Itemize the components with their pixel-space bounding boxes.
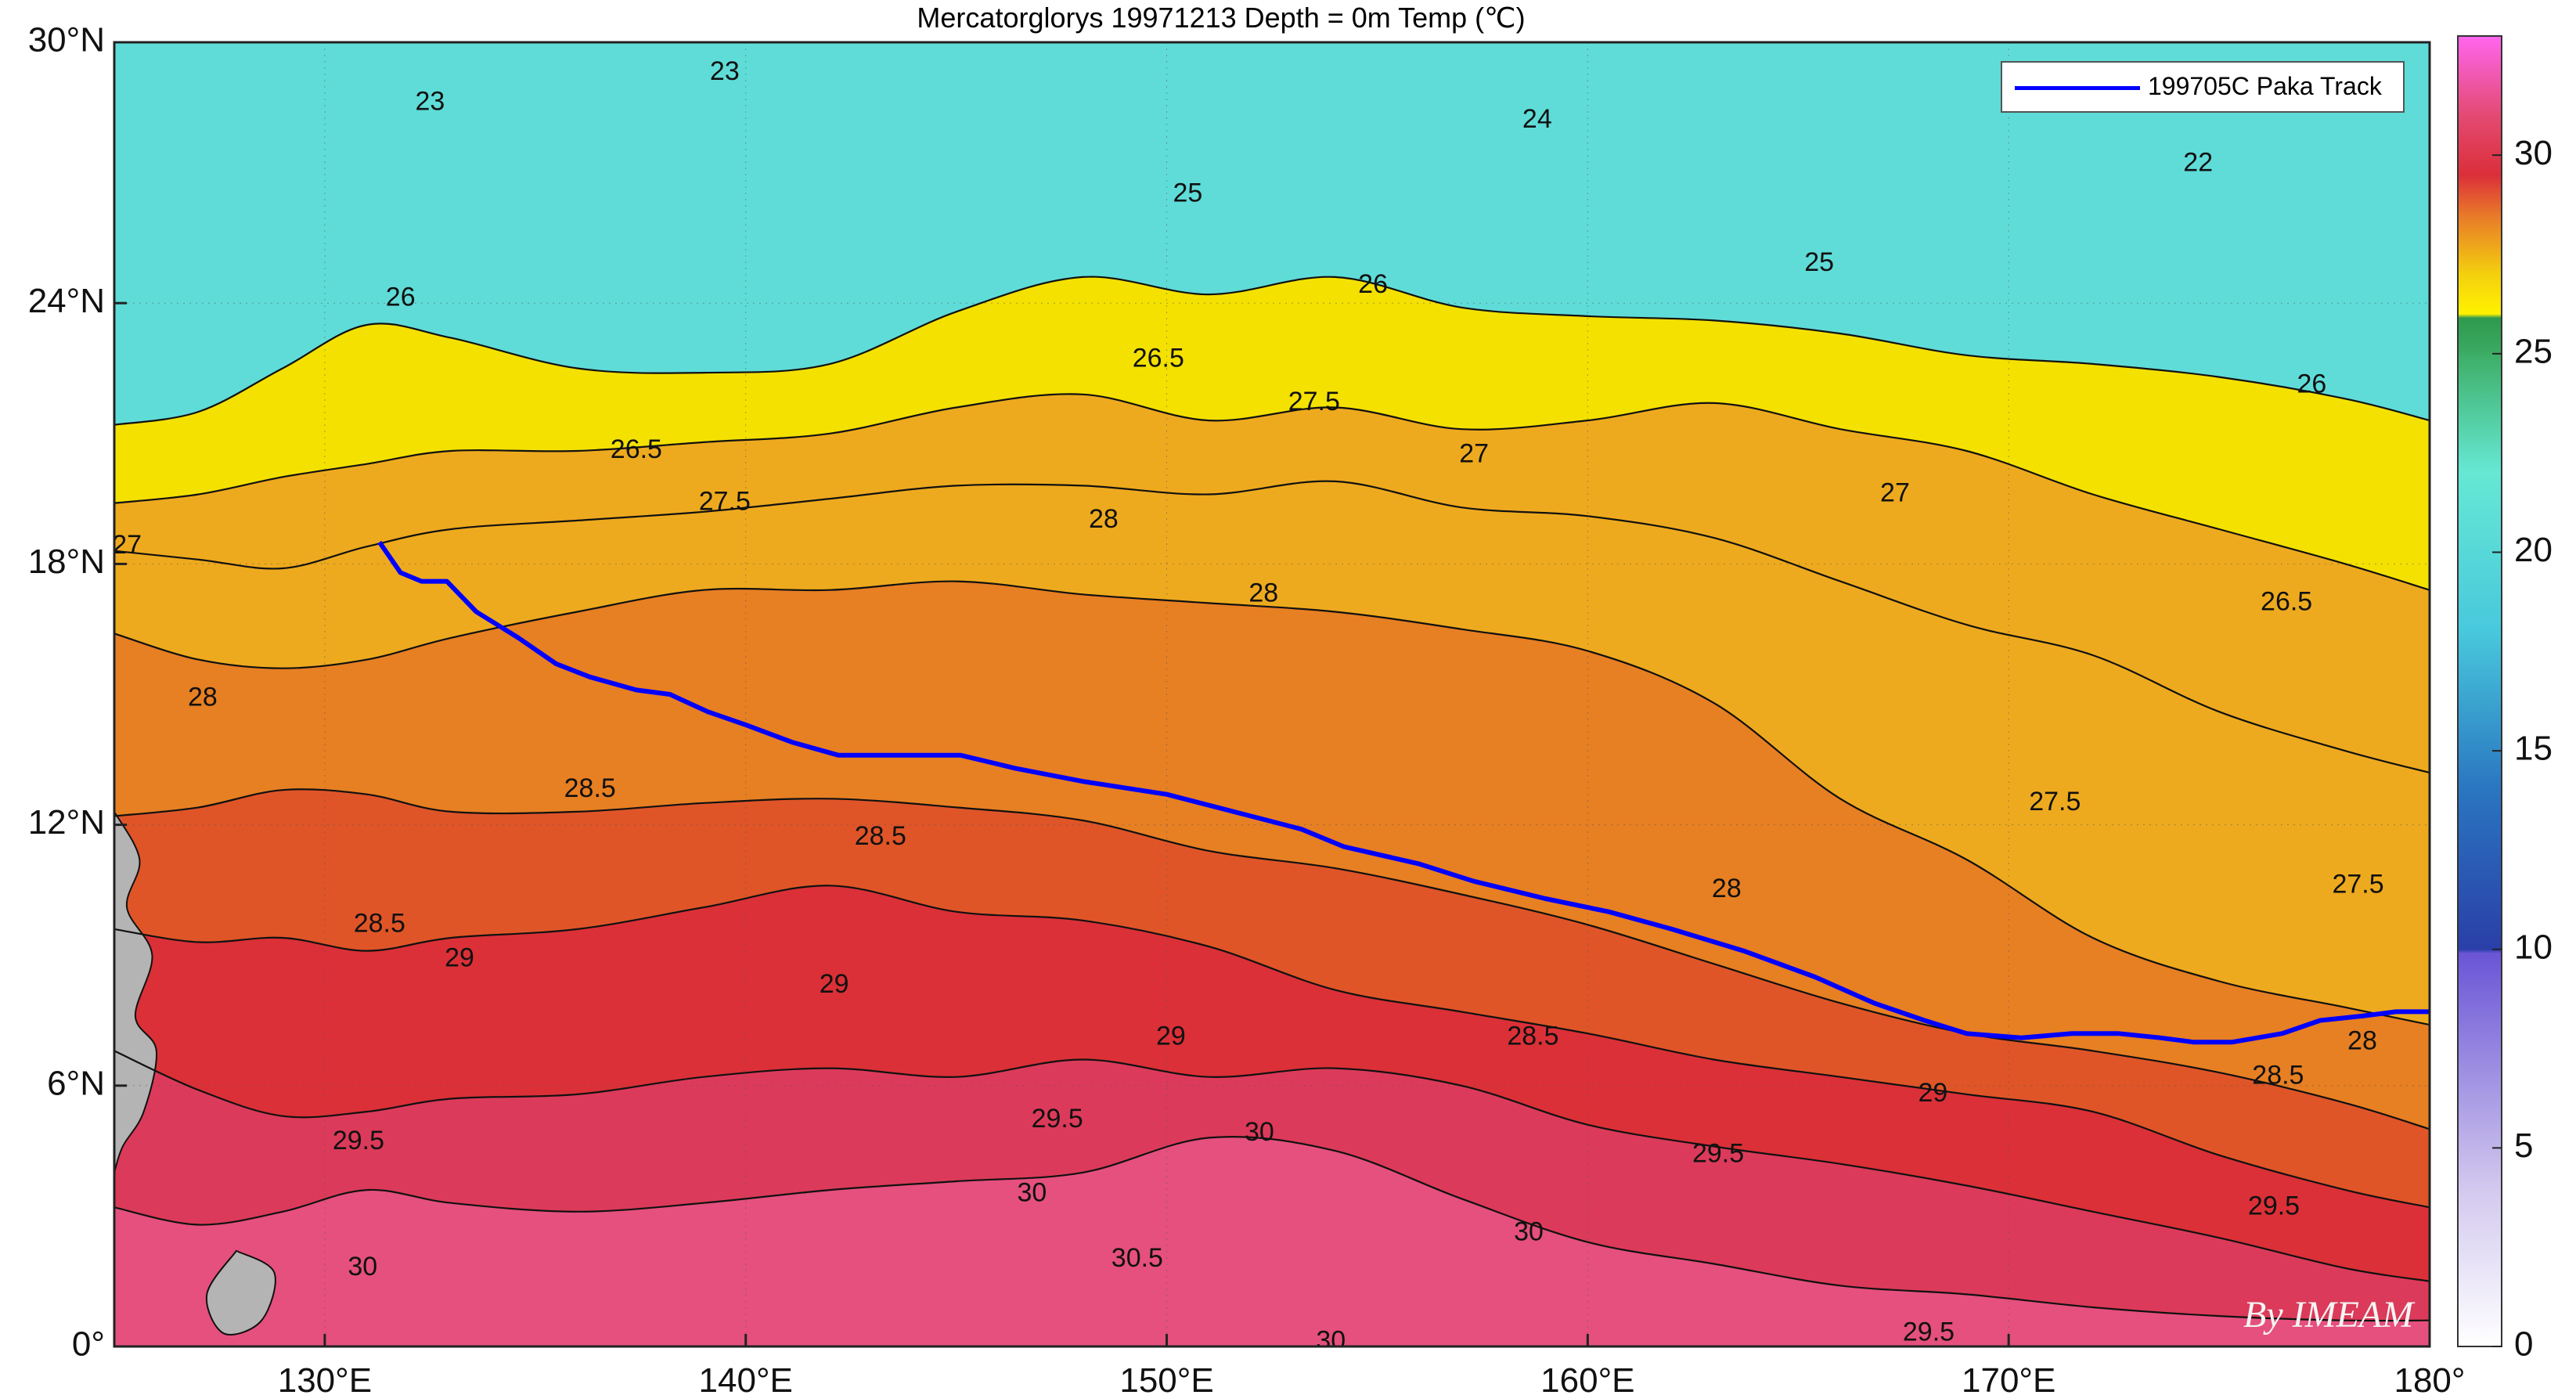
- isotherm-30: [114, 1136, 2430, 1322]
- colorbar-tick-label: 5: [2514, 1126, 2533, 1165]
- contour-label: 28: [2347, 1026, 2377, 1055]
- colorbar-tick-label: 30: [2514, 134, 2553, 172]
- isotherm-29.5: [114, 1050, 2430, 1282]
- y-tick-label: 12°N: [28, 803, 105, 842]
- contour-label: 27: [1880, 478, 1910, 508]
- contour-label: 28.5: [564, 773, 616, 803]
- colorbar-gradient: [2457, 35, 2502, 1347]
- contour-label: 29.5: [1692, 1139, 1744, 1169]
- contour-label: 22: [2183, 147, 2213, 177]
- contour-label: 30: [348, 1252, 377, 1281]
- colorbar-tick-label: 15: [2514, 730, 2553, 768]
- contour-label: 28: [188, 683, 218, 712]
- isotherm-27: [114, 393, 2430, 591]
- x-axis-ticks: 130°E 140°E 150°E 160°E 170°E 180°: [278, 1334, 2466, 1395]
- contour-label: 29.5: [1032, 1104, 1083, 1134]
- contour-label: 23: [415, 87, 445, 117]
- contour-label: 28: [1089, 504, 1119, 534]
- land-mass-west: [114, 810, 157, 1173]
- y-tick-label: 6°N: [47, 1064, 105, 1102]
- contour-label: 26: [386, 283, 416, 312]
- colorbar-tick-label: 0: [2514, 1325, 2533, 1364]
- isotherm-lines: [114, 276, 2430, 1322]
- legend: 199705C Paka Track: [2001, 61, 2405, 113]
- y-tick-label: 18°N: [28, 542, 105, 581]
- legend-line-swatch: [2015, 86, 2140, 90]
- contour-label: 26.5: [611, 434, 662, 464]
- watermark-text: By IMEAM: [2243, 1294, 2414, 1336]
- contour-label: 29: [445, 943, 474, 973]
- contour-label: 27.5: [2332, 869, 2383, 899]
- land-mass: [114, 810, 276, 1336]
- colorbar-ticks: 0 5 10 15 20 25 30: [2492, 134, 2553, 1364]
- contour-label: 26.5: [1133, 343, 1184, 373]
- contour-label: 26.5: [2261, 586, 2312, 616]
- colorbar-tick-label: 10: [2514, 928, 2553, 966]
- contour-label: 29: [1918, 1078, 1947, 1108]
- x-tick-label: 130°E: [278, 1361, 372, 1395]
- isotherm-28.5: [114, 788, 2430, 1130]
- contour-label: 30: [1245, 1117, 1274, 1147]
- x-tick-label: 160°E: [1540, 1361, 1634, 1395]
- isotherm-27.5: [114, 480, 2430, 774]
- x-tick-label: 180°: [2394, 1361, 2465, 1395]
- x-tick-label: 140°E: [699, 1361, 793, 1395]
- y-tick-label: 24°N: [28, 282, 105, 320]
- contour-label: 24: [1522, 104, 1552, 134]
- contour-labels: 23 23 24 22 25 25 26 26 26 26.5 26.5 26.5 27 27 27 27.5…: [112, 56, 2384, 1355]
- isotherm-28: [114, 580, 2430, 1026]
- contour-label: 28: [1248, 578, 1278, 607]
- contour-label: 29.5: [2248, 1191, 2300, 1220]
- contour-label: 28.5: [1507, 1022, 1558, 1051]
- colorbar-tick-label: 25: [2514, 332, 2553, 370]
- y-axis-ticks: 0° 6°N 12°N 18°N 24°N 30°N: [28, 21, 127, 1364]
- temperature-bands: [114, 276, 2430, 1346]
- contour-label: 27.5: [2029, 787, 2081, 816]
- contour-label: 27: [1459, 439, 1489, 469]
- x-tick-label: 170°E: [1962, 1361, 2055, 1395]
- contour-label: 28.5: [2252, 1061, 2304, 1090]
- contour-label: 28.5: [855, 821, 906, 851]
- contour-label: 25: [1804, 247, 1834, 277]
- contour-label: 26: [2297, 369, 2326, 399]
- isotherm-29: [114, 885, 2430, 1209]
- contour-label: 25: [1173, 178, 1203, 207]
- contour-label: 29: [1156, 1022, 1186, 1051]
- y-tick-label: 0°: [72, 1325, 105, 1364]
- contour-label: 27.5: [699, 487, 751, 517]
- contour-label: 27: [112, 530, 142, 560]
- contour-label: 30: [1316, 1325, 1346, 1355]
- isotherm-26: [114, 276, 2430, 426]
- contour-label: 29.5: [333, 1126, 384, 1155]
- contour-label: 30: [1514, 1217, 1544, 1247]
- plot-frame: [113, 41, 2431, 1348]
- contour-label: 23: [710, 56, 740, 86]
- map-title: Mercatorglorys 19971213 Depth = 0m Temp …: [917, 2, 1526, 34]
- island: [205, 1249, 276, 1336]
- y-tick-label: 30°N: [28, 21, 105, 59]
- contour-label: 29.5: [1903, 1317, 1955, 1346]
- contour-label: 29: [820, 969, 849, 999]
- contour-label: 28: [1712, 874, 1742, 903]
- contour-label: 26: [1358, 269, 1388, 299]
- band-above-30: [114, 1137, 2430, 1346]
- contour-label: 28.5: [354, 908, 405, 938]
- contour-label: 27.5: [1288, 387, 1340, 416]
- contour-label: 30: [1018, 1178, 1047, 1208]
- typhoon-track: [377, 540, 2430, 1045]
- colorbar-tick-label: 20: [2514, 531, 2553, 569]
- typhoon-track-line: [377, 540, 2430, 1045]
- x-tick-label: 150°E: [1119, 1361, 1213, 1395]
- contour-label: 30.5: [1111, 1243, 1163, 1273]
- legend-label: 199705C Paka Track: [2148, 72, 2382, 100]
